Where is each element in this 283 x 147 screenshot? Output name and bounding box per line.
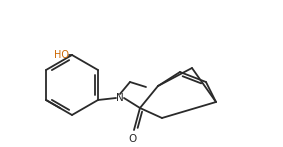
Text: N: N	[116, 93, 124, 103]
Text: HO: HO	[54, 50, 69, 60]
Text: O: O	[129, 134, 137, 144]
